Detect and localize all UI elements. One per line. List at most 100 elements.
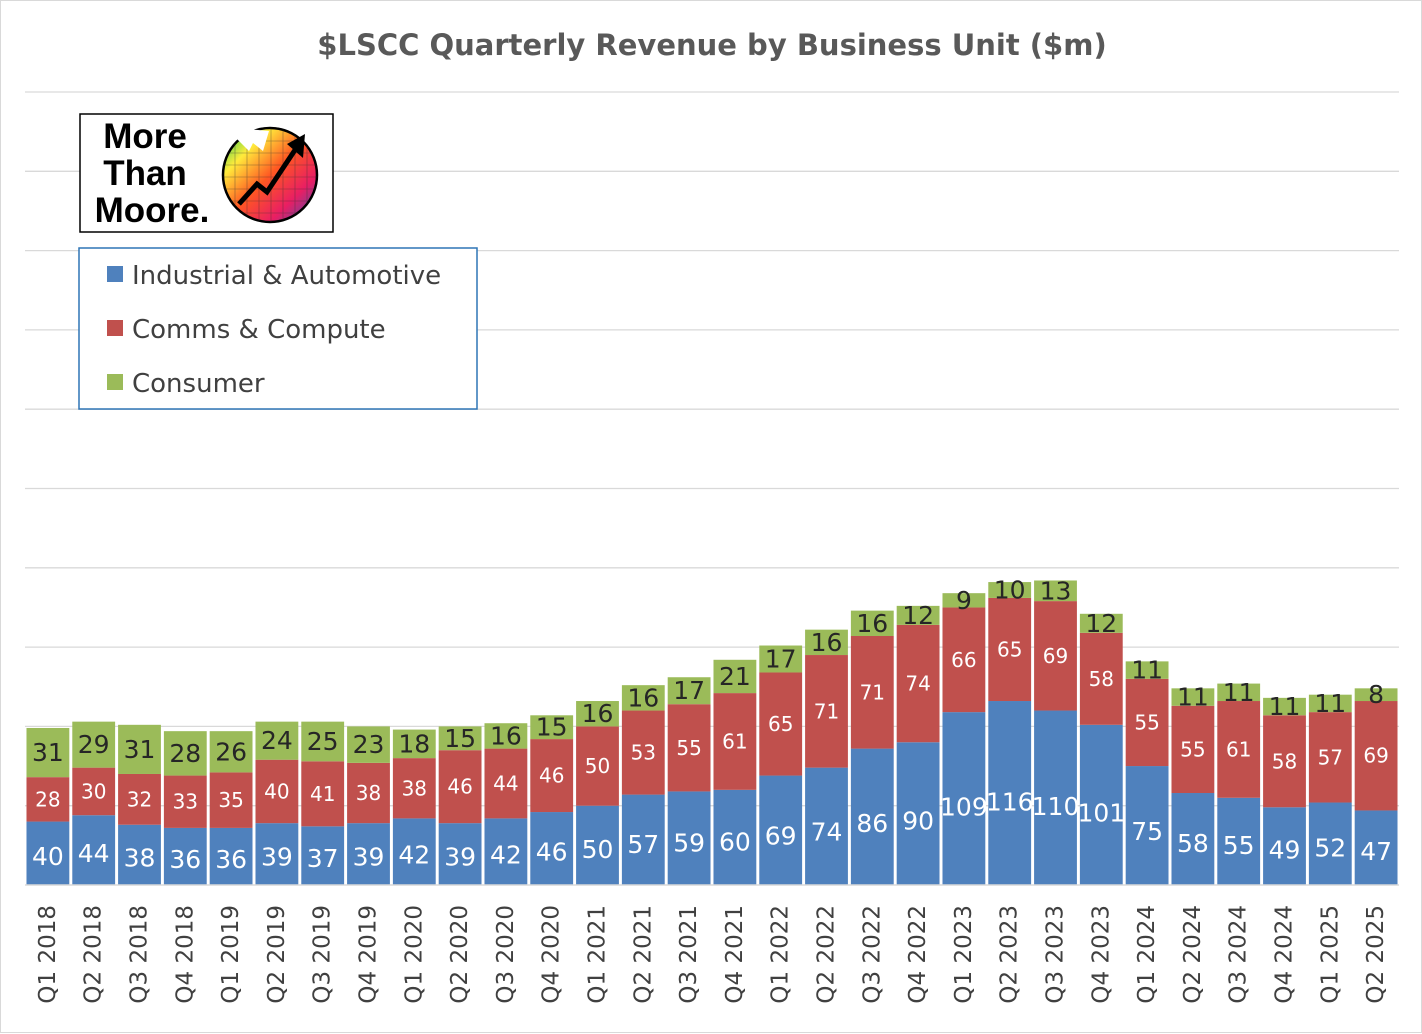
data-label-comms: 66 <box>951 648 976 672</box>
data-label-consumer: 15 <box>444 724 476 753</box>
data-label-industrial: 58 <box>1177 829 1209 858</box>
data-label-comms: 55 <box>676 736 701 760</box>
data-label-consumer: 17 <box>673 676 705 705</box>
bar-consumer-q3-2019 <box>301 721 345 762</box>
x-tick-label: Q3 2019 <box>310 905 336 1004</box>
data-label-industrial: 39 <box>261 843 293 872</box>
bar-consumer-q3-2021 <box>667 677 711 705</box>
data-label-industrial: 47 <box>1360 837 1392 866</box>
data-label-industrial: 46 <box>536 838 568 867</box>
data-label-industrial: 36 <box>169 845 201 874</box>
bar-industrial-q1-2022 <box>759 775 803 885</box>
data-label-comms: 41 <box>310 782 335 806</box>
bar-industrial-q4-2021 <box>713 789 757 885</box>
bar-consumer-q3-2018 <box>118 724 161 774</box>
data-label-comms: 38 <box>402 776 427 800</box>
x-tick-label: Q1 2018 <box>35 905 61 1004</box>
data-label-industrial: 74 <box>811 818 843 847</box>
bar-industrial-q3-2018 <box>118 824 161 885</box>
data-label-industrial: 101 <box>1077 798 1125 827</box>
bar-consumer-q2-2020 <box>438 726 482 751</box>
bar-comms-q1-2020 <box>392 758 436 819</box>
bar-industrial-q1-2023 <box>942 712 986 885</box>
bar-industrial-q2-2020 <box>438 823 482 885</box>
data-label-consumer: 25 <box>307 727 339 756</box>
bar-industrial-q1-2021 <box>576 805 619 885</box>
data-label-industrial: 39 <box>353 843 385 872</box>
x-tick-label: Q2 2023 <box>997 905 1023 1004</box>
data-label-consumer: 12 <box>902 601 934 630</box>
data-label-industrial: 39 <box>444 843 476 872</box>
bar-consumer-q1-2019 <box>209 731 253 773</box>
x-tick-label: Q2 2020 <box>447 905 473 1004</box>
data-label-industrial: 38 <box>124 843 156 872</box>
bar-comms-q3-2021 <box>667 704 711 792</box>
data-label-industrial: 59 <box>673 828 705 857</box>
data-label-comms: 69 <box>1363 744 1388 768</box>
bar-industrial-q2-2024 <box>1171 793 1215 885</box>
bar-consumer-q2-2021 <box>621 685 665 711</box>
bar-industrial-q2-2025 <box>1354 810 1398 885</box>
bar-industrial-q3-2022 <box>850 748 894 885</box>
data-label-comms: 32 <box>127 787 152 811</box>
bar-comms-q1-2023 <box>942 607 986 713</box>
data-label-comms: 65 <box>997 637 1022 661</box>
bar-consumer-q3-2020 <box>484 723 528 749</box>
logo-text-line3: Moore. <box>95 191 210 230</box>
bar-industrial-q3-2021 <box>667 791 711 885</box>
data-label-industrial: 86 <box>856 809 888 838</box>
data-label-comms: 61 <box>1226 737 1251 761</box>
bar-comms-q2-2021 <box>621 710 665 795</box>
bar-consumer-q3-2024 <box>1217 683 1261 702</box>
bar-comms-q4-2022 <box>896 624 940 743</box>
data-label-consumer: 16 <box>582 699 614 728</box>
data-label-industrial: 55 <box>1223 831 1255 860</box>
bar-consumer-q1-2020 <box>392 729 436 759</box>
bar-consumer-q2-2025 <box>1354 688 1398 702</box>
x-tick-label: Q4 2018 <box>172 905 198 1004</box>
x-tick-label: Q3 2020 <box>493 905 519 1004</box>
data-label-industrial: 37 <box>307 844 339 873</box>
data-label-consumer: 13 <box>1040 576 1072 605</box>
legend-label-consumer: Consumer <box>132 369 265 399</box>
bar-comms-q1-2018 <box>26 777 70 822</box>
bar-industrial-q2-2018 <box>72 815 116 885</box>
bar-consumer-q1-2018 <box>26 727 70 778</box>
bar-industrial-q4-2024 <box>1263 807 1306 885</box>
more-than-moore-logo: More Than Moore. <box>79 113 334 233</box>
data-label-consumer: 18 <box>398 729 430 758</box>
bar-consumer-q4-2018 <box>163 731 207 776</box>
bar-consumer-q1-2021 <box>576 701 619 727</box>
data-label-comms: 30 <box>81 779 106 803</box>
data-label-consumer: 31 <box>32 738 64 767</box>
data-label-comms: 44 <box>493 771 518 795</box>
data-label-consumer: 11 <box>1131 656 1163 685</box>
data-label-comms: 46 <box>539 764 564 788</box>
data-label-consumer: 11 <box>1269 692 1301 721</box>
bar-industrial-q3-2024 <box>1217 797 1261 885</box>
bar-comms-q3-2020 <box>484 748 528 819</box>
legend-swatch-consumer <box>107 374 123 390</box>
bar-consumer-q1-2025 <box>1308 694 1352 713</box>
data-label-industrial: 50 <box>582 835 614 864</box>
bar-comms-q2-2025 <box>1354 701 1398 811</box>
data-label-comms: 50 <box>585 754 610 778</box>
data-label-comms: 38 <box>356 781 381 805</box>
bar-comms-q1-2022 <box>759 672 803 776</box>
data-label-consumer: 29 <box>78 730 110 759</box>
bar-industrial-q2-2022 <box>805 767 848 885</box>
bar-industrial-q1-2025 <box>1308 802 1352 885</box>
data-label-consumer: 24 <box>261 726 293 755</box>
data-label-comms: 74 <box>905 672 930 696</box>
bar-industrial-q2-2021 <box>621 794 665 885</box>
bar-consumer-q2-2023 <box>988 582 1032 598</box>
bar-consumer-q4-2019 <box>347 726 390 763</box>
bar-consumer-q1-2022 <box>759 645 803 673</box>
data-label-industrial: 69 <box>765 821 797 850</box>
data-label-comms: 65 <box>768 712 793 736</box>
bar-consumer-q2-2024 <box>1171 688 1215 706</box>
x-tick-label: Q1 2019 <box>218 905 244 1004</box>
x-axis-tick-labels: Q1 2018 Q2 2018 Q3 2018 Q4 2018 Q1 2019 Q2 20… <box>35 905 1389 1004</box>
data-label-industrial: 40 <box>32 842 64 871</box>
chart-title: $LSCC Quarterly Revenue by Business Unit… <box>317 28 1106 62</box>
